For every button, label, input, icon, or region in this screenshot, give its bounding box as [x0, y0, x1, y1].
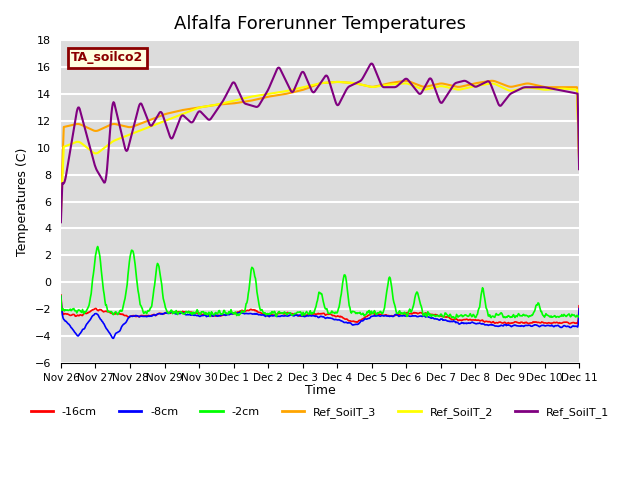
Legend: -16cm, -8cm, -2cm, Ref_SoilT_3, Ref_SoilT_2, Ref_SoilT_1: -16cm, -8cm, -2cm, Ref_SoilT_3, Ref_Soil… [26, 402, 614, 422]
Title: Alfalfa Forerunner Temperatures: Alfalfa Forerunner Temperatures [174, 15, 466, 33]
X-axis label: Time: Time [305, 384, 335, 397]
Text: TA_soilco2: TA_soilco2 [71, 51, 143, 64]
Y-axis label: Temperatures (C): Temperatures (C) [16, 147, 29, 256]
